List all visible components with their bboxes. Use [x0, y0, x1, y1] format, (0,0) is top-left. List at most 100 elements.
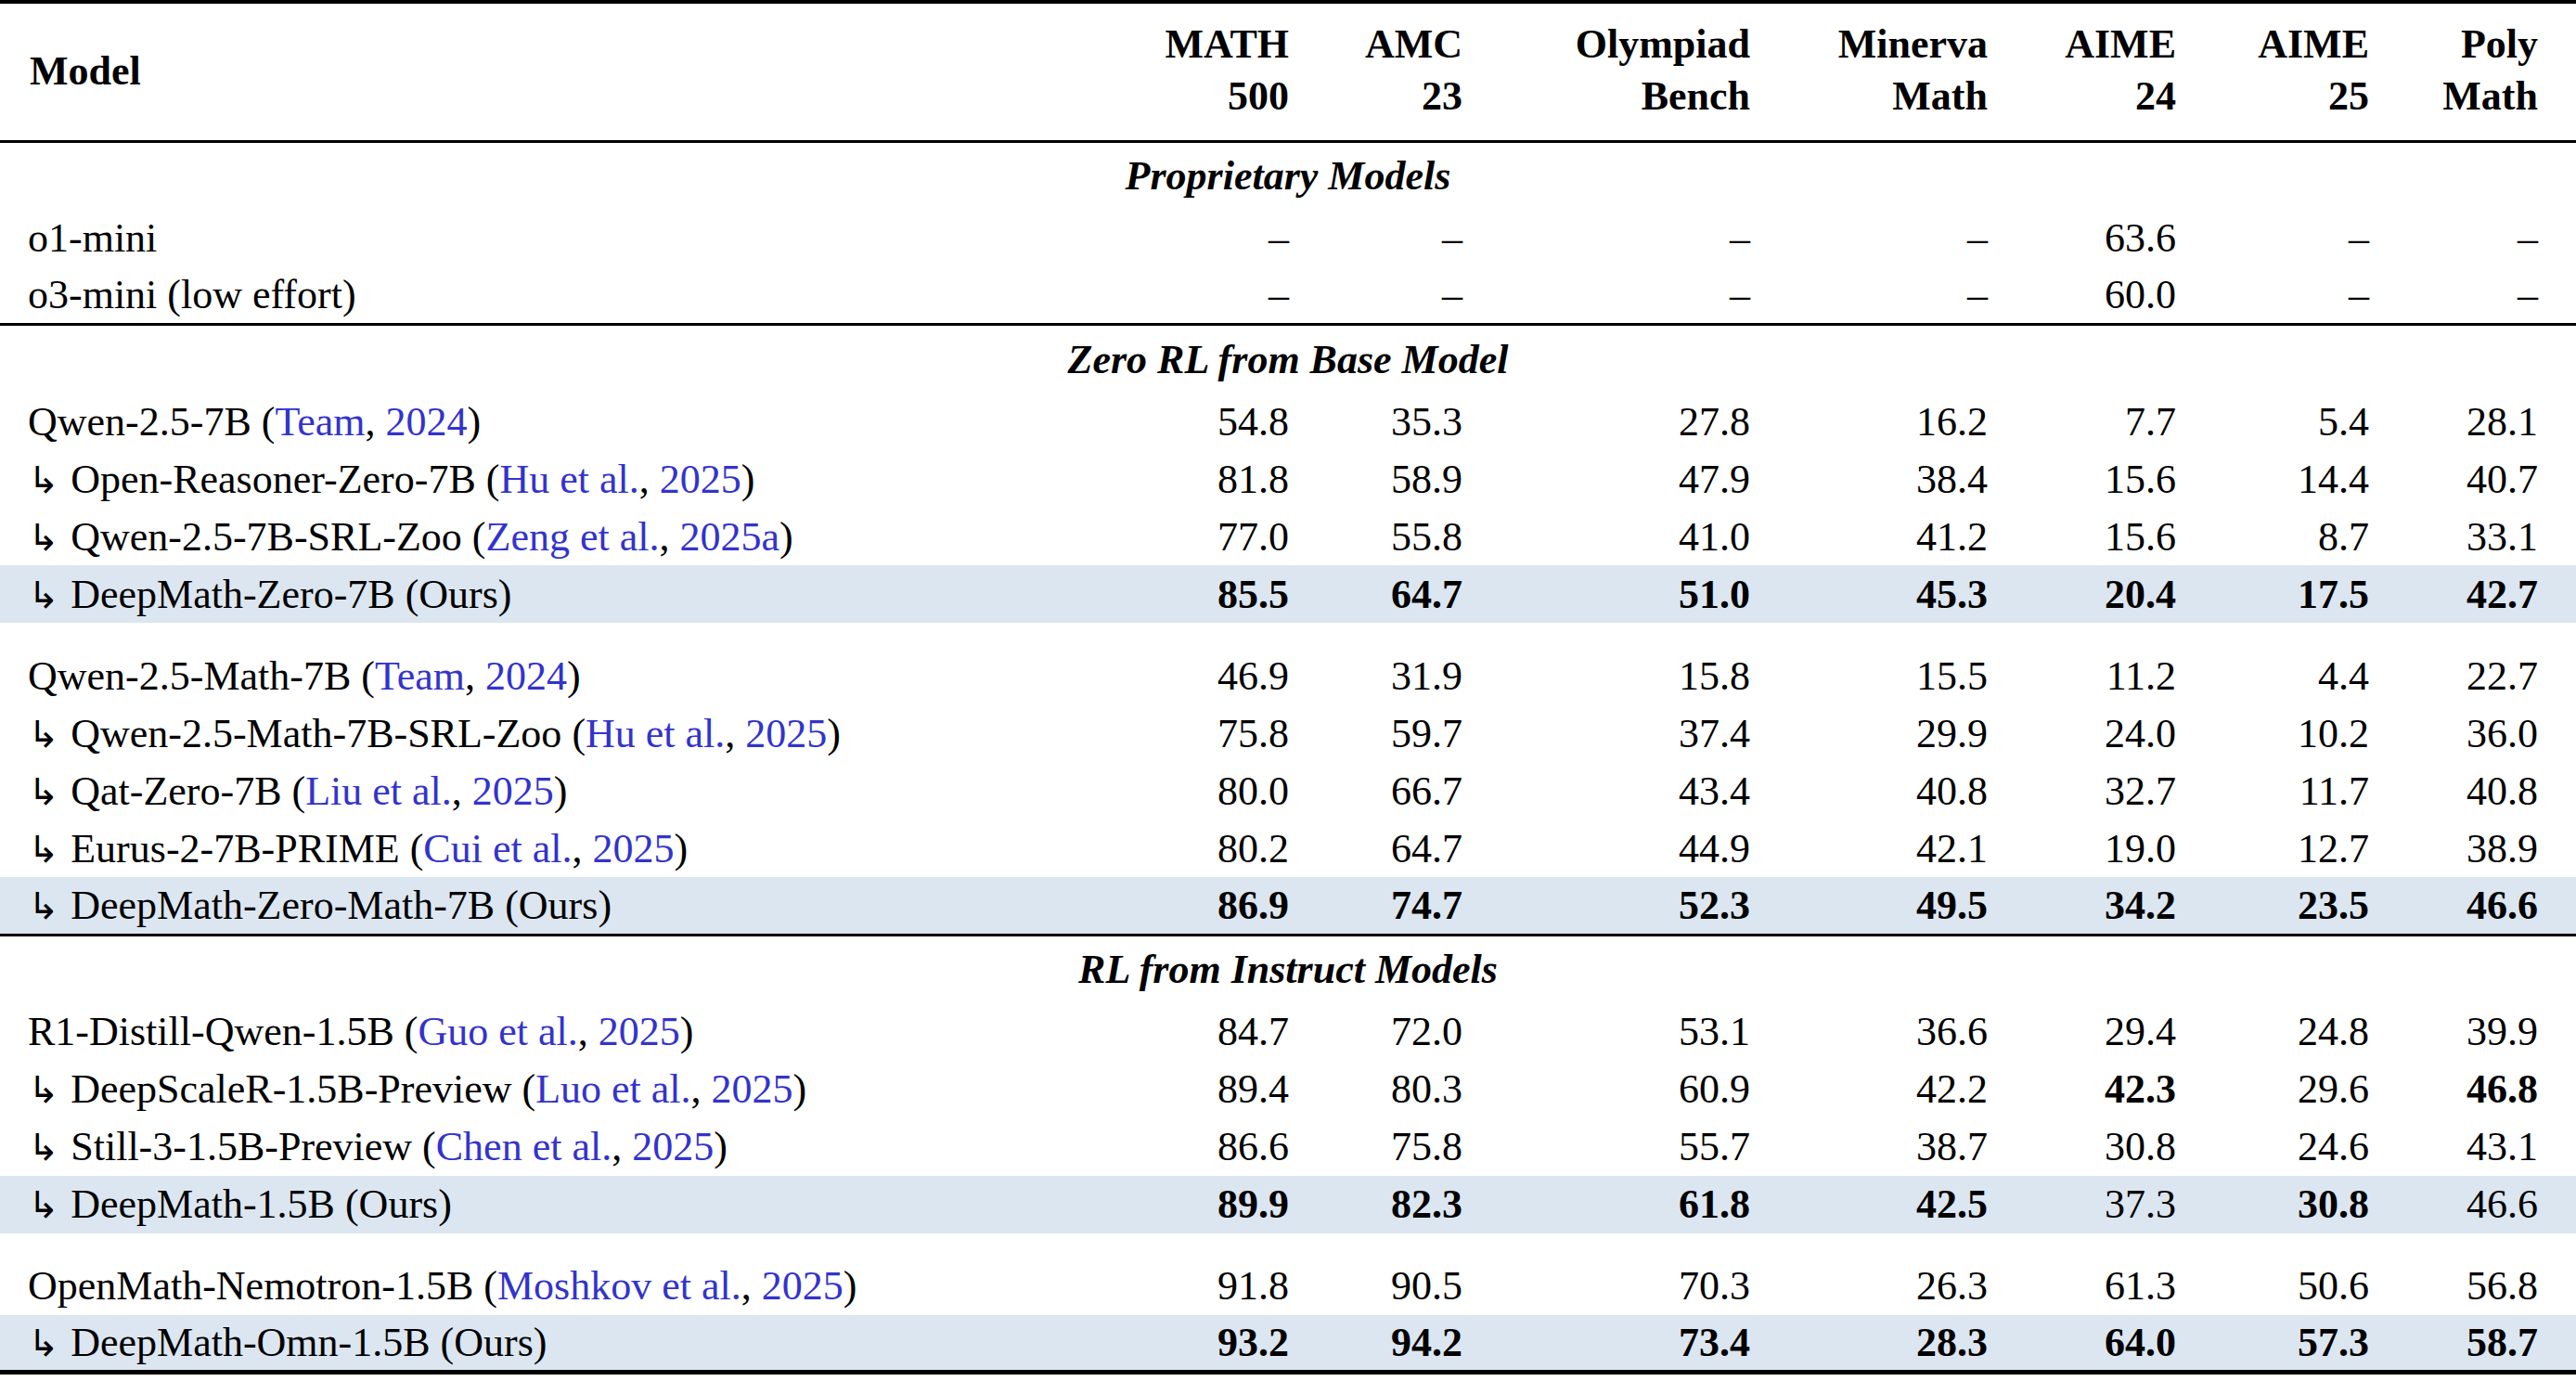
score-cell: –: [2369, 267, 2576, 325]
table-row: Qwen-2.5-7B (Team, 2024)54.835.327.816.2…: [0, 393, 2576, 450]
score-cell: 36.6: [1750, 1003, 1988, 1061]
score-cell: –: [1462, 210, 1750, 267]
citation-author-link[interactable]: Zeng et al.: [486, 514, 660, 560]
citation-author-link[interactable]: Hu et al.: [499, 457, 638, 502]
score-cell: 80.3: [1289, 1061, 1462, 1118]
score-cell: 50.6: [2176, 1258, 2369, 1315]
paper-results-page: ModelMATH500AMC23OlympiadBenchMinervaMat…: [0, 0, 2576, 1381]
score-cell: 15.8: [1462, 647, 1750, 704]
section-header-row: Zero RL from Base Model: [0, 325, 2576, 394]
column-header-minerva-math: MinervaMath: [1750, 2, 1988, 141]
score-cell: 24.8: [2176, 1003, 2369, 1061]
citation-author-link[interactable]: Chen et al.: [436, 1124, 612, 1169]
table-row: ↳ Eurus-2-7B-PRIME (Cui et al., 2025)80.…: [0, 820, 2576, 877]
citation-year-link[interactable]: 2025: [745, 711, 827, 756]
column-header-line2: Math: [1751, 71, 1988, 123]
score-cell: 40.8: [2369, 762, 2576, 820]
model-name: o1-mini: [28, 215, 157, 261]
citation-year-link[interactable]: 2024: [485, 653, 567, 699]
group-spacer: [0, 1233, 2576, 1258]
score-cell: 38.4: [1750, 450, 1988, 508]
citation-author-link[interactable]: Liu et al.: [305, 768, 452, 814]
column-header-line2: 24: [1989, 71, 2176, 123]
score-cell: –: [1094, 267, 1289, 325]
table-row-ours: ↳ DeepMath-1.5B (Ours)89.982.361.842.537…: [0, 1176, 2576, 1233]
branch-arrow-icon: ↳: [28, 1322, 71, 1364]
score-cell: 43.4: [1462, 762, 1750, 820]
score-cell: 14.4: [2176, 450, 2369, 508]
score-cell: 41.2: [1750, 508, 1988, 565]
score-cell: 36.0: [2369, 704, 2576, 762]
score-cell: 22.7: [2369, 647, 2576, 704]
model-name: Still-3-1.5B-Preview: [71, 1124, 412, 1169]
citation-year-link[interactable]: 2025: [712, 1066, 793, 1112]
column-header-aime-25: AIME25: [2176, 2, 2369, 141]
citation-author-link[interactable]: Cui et al.: [423, 826, 572, 871]
score-cell: 64.7: [1289, 565, 1462, 623]
citation-author-link[interactable]: Luo et al.: [535, 1066, 690, 1112]
score-cell: 61.3: [1988, 1258, 2176, 1315]
citation-year-link[interactable]: 2025: [660, 457, 741, 502]
score-cell: 33.1: [2369, 508, 2576, 565]
column-header-line1: Poly: [2370, 19, 2538, 71]
score-cell: 89.9: [1094, 1176, 1289, 1233]
section-header-row: Proprietary Models: [0, 141, 2576, 210]
score-cell: 32.7: [1988, 762, 2176, 820]
branch-arrow-icon: ↳: [28, 1183, 71, 1226]
score-cell: 44.9: [1462, 820, 1750, 877]
citation-year-link[interactable]: 2024: [385, 399, 467, 445]
model-name: o3-mini (low effort): [28, 272, 356, 317]
score-cell: 64.0: [1988, 1315, 2176, 1373]
ours-label: (Ours): [335, 1181, 452, 1227]
score-cell: 37.4: [1462, 704, 1750, 762]
citation-author-link[interactable]: Moshkov et al.: [497, 1263, 741, 1309]
column-header-line1: AIME: [1989, 19, 2176, 71]
score-cell: 53.1: [1462, 1003, 1750, 1061]
section-title-proprietary-models: Proprietary Models: [0, 141, 2576, 210]
score-cell: 12.7: [2176, 820, 2369, 877]
model-name: R1-Distill-Qwen-1.5B: [28, 1009, 394, 1054]
score-cell: –: [1289, 210, 1462, 267]
branch-arrow-icon: ↳: [28, 1126, 71, 1168]
score-cell: 58.9: [1289, 450, 1462, 508]
score-cell: 20.4: [1988, 565, 2176, 623]
score-cell: 81.8: [1094, 450, 1289, 508]
score-cell: 30.8: [1988, 1118, 2176, 1176]
score-cell: 56.8: [2369, 1258, 2576, 1315]
citation-year-link[interactable]: 2025: [472, 768, 554, 814]
score-cell: 70.3: [1462, 1258, 1750, 1315]
model-cell: R1-Distill-Qwen-1.5B (Guo et al., 2025): [0, 1003, 1094, 1061]
citation-author-link[interactable]: Hu et al.: [586, 711, 725, 756]
score-cell: 30.8: [2176, 1176, 2369, 1233]
score-cell: 72.0: [1289, 1003, 1462, 1061]
table-row: o1-mini––––63.6––: [0, 210, 2576, 267]
model-cell: ↳ DeepMath-Zero-7B (Ours): [0, 565, 1094, 623]
score-cell: –: [1750, 267, 1988, 325]
branch-arrow-icon: ↳: [28, 516, 71, 559]
group-spacer-row: [0, 623, 2576, 647]
citation-author-link[interactable]: Guo et al.: [418, 1009, 577, 1054]
score-cell: 74.7: [1289, 877, 1462, 935]
score-cell: 40.8: [1750, 762, 1988, 820]
citation-author-link[interactable]: Team: [275, 399, 365, 445]
score-cell: 60.0: [1988, 267, 2176, 325]
model-cell: ↳ Eurus-2-7B-PRIME (Cui et al., 2025): [0, 820, 1094, 877]
citation-year-link[interactable]: 2025: [762, 1263, 844, 1309]
citation-year-link[interactable]: 2025a: [679, 514, 779, 560]
citation-author-link[interactable]: Team: [375, 653, 465, 699]
table-row: ↳ Qwen-2.5-7B-SRL-Zoo (Zeng et al., 2025…: [0, 508, 2576, 565]
score-cell: 11.7: [2176, 762, 2369, 820]
column-header-line1: Minerva: [1751, 19, 1988, 71]
score-cell: 38.9: [2369, 820, 2576, 877]
citation-year-link[interactable]: 2025: [599, 1009, 680, 1054]
model-name: Qat-Zero-7B: [71, 768, 281, 814]
citation-year-link[interactable]: 2025: [632, 1124, 714, 1169]
table-row: Qwen-2.5-Math-7B (Team, 2024)46.931.915.…: [0, 647, 2576, 704]
score-cell: 60.9: [1462, 1061, 1750, 1118]
model-name: DeepMath-Zero-Math-7B: [71, 883, 495, 928]
table-row: ↳ Open-Reasoner-Zero-7B (Hu et al., 2025…: [0, 450, 2576, 508]
column-header-poly-math: PolyMath: [2369, 2, 2576, 141]
citation-year-link[interactable]: 2025: [592, 826, 674, 871]
column-header-line1: Olympiad: [1463, 19, 1750, 71]
ours-label: (Ours): [431, 1320, 547, 1365]
